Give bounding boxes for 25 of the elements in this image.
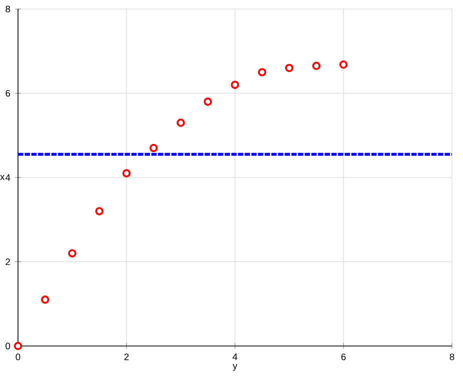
point	[230, 80, 240, 89]
y-tick-label: 0	[6, 342, 10, 350]
x-axis-title: y	[232, 364, 238, 371]
point	[14, 342, 22, 350]
y-tick-label: 4	[5, 174, 10, 181]
x-tick-label: 8	[450, 354, 454, 360]
point	[149, 144, 158, 152]
x-tick-label: 6	[341, 354, 346, 360]
point	[95, 207, 104, 216]
point	[176, 118, 185, 127]
x-tick-label: 2	[124, 354, 129, 360]
x-tick-label: 4	[232, 354, 238, 360]
point	[204, 98, 212, 106]
point	[122, 169, 131, 178]
x-tick-label: 0	[16, 354, 20, 360]
point	[285, 64, 294, 72]
y-tick-label: 6	[6, 90, 10, 97]
point	[339, 60, 348, 69]
point	[312, 62, 321, 70]
point	[258, 68, 266, 76]
y-tick-label: 8	[6, 6, 10, 12]
y-tick-label: 2	[6, 258, 10, 266]
point	[68, 249, 76, 258]
point	[40, 296, 50, 304]
y-axis-title: x	[0, 175, 5, 180]
